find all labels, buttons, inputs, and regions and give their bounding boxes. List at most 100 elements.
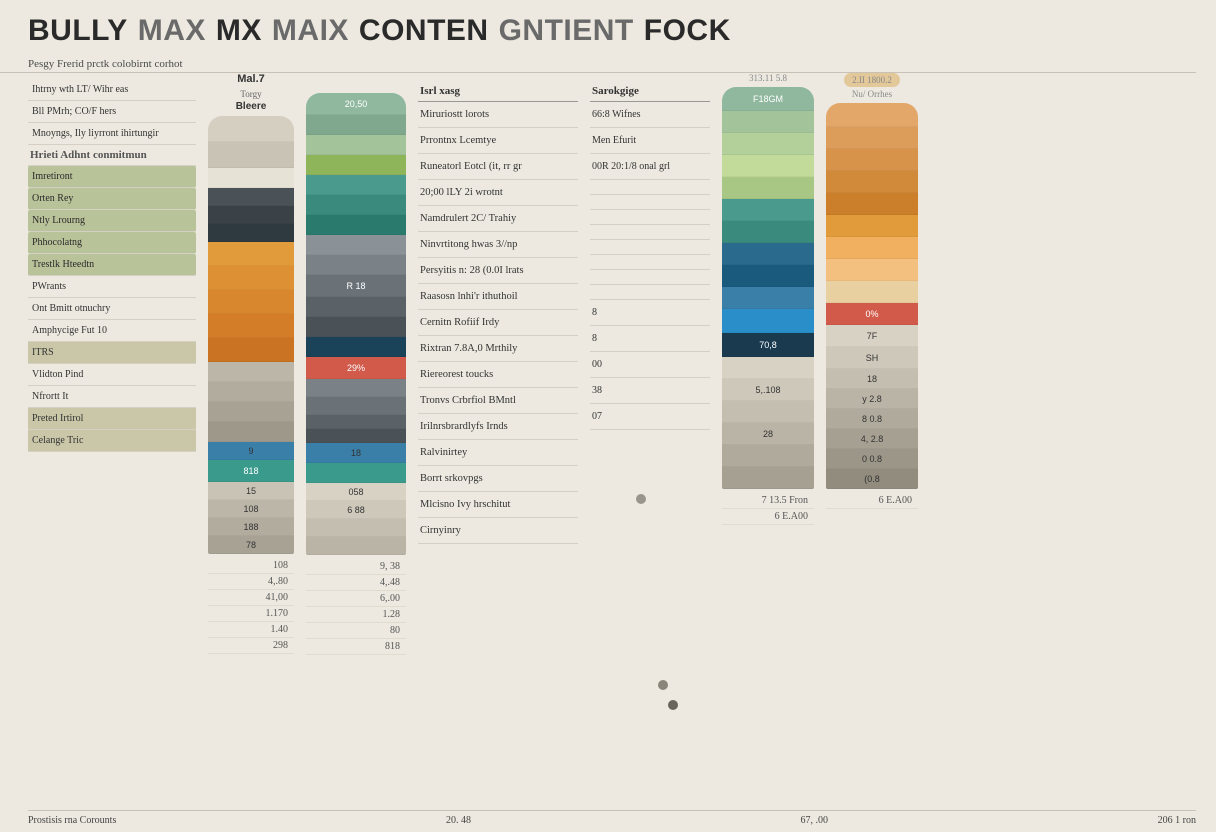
cell: 8 <box>592 333 597 344</box>
bar-segment <box>826 237 918 259</box>
left-row: PWrants <box>28 276 196 298</box>
bar-segment <box>306 397 406 415</box>
bar-segment <box>208 382 294 402</box>
bar4-badge: 2.II 1800.2 <box>844 73 900 87</box>
left-row: Phhocolatng <box>28 232 196 254</box>
mid-list: Isrl xasgMiruriostt lorotsPrrontnx Lcemt… <box>418 73 578 813</box>
midlist-row: Raasosn lnhi'r ithuthoil <box>418 284 578 310</box>
left-row: Vlidton Pind <box>28 364 196 386</box>
legend-dot <box>658 680 668 690</box>
bar-segment <box>722 401 814 423</box>
bar-segment <box>208 116 294 142</box>
bar-segment <box>722 111 814 133</box>
bar3-numbers: 7 13.5 Fron6 E.A00 <box>722 489 814 525</box>
bar-segment <box>208 422 294 442</box>
left-row: Hrieti Adhnt conmitmun <box>28 145 196 166</box>
cell: Men Efurit <box>592 135 636 146</box>
midlist-row: Riereorest toucks <box>418 362 578 388</box>
bar-segment: 108 <box>208 500 294 518</box>
cell: 07 <box>592 411 602 422</box>
bar-segment <box>306 175 406 195</box>
bar-segment <box>208 338 294 362</box>
bar-segment: 188 <box>208 518 294 536</box>
num-cell: 9, 38 <box>306 559 406 575</box>
rightcol-row: 00R 20:1/8 onal grl <box>590 154 710 180</box>
bar-segment <box>722 155 814 177</box>
bar-segment <box>208 314 294 338</box>
num-cell: 1.170 <box>208 606 294 622</box>
midlist-row: Irilnrsbrardlyfs Irnds <box>418 414 578 440</box>
left-row: Trestlk Hteedtn <box>28 254 196 276</box>
num-cell: 1.40 <box>208 622 294 638</box>
bar-segment: y 2.8 <box>826 389 918 409</box>
cell: 00R 20:1/8 onal grl <box>592 161 670 172</box>
midlist-row: Prrontnx Lcemtye <box>418 128 578 154</box>
num-cell: 80 <box>306 623 406 639</box>
rightcol-row <box>590 240 710 255</box>
midlist-row: Miruriostt lorots <box>418 102 578 128</box>
cell: 8 <box>592 307 597 318</box>
bar-segment <box>306 215 406 235</box>
bar-segment: 8 0.8 <box>826 409 918 429</box>
bar-segment <box>826 281 918 303</box>
bar-segment <box>722 177 814 199</box>
page-subtitle: Pesgy Frerid prctk colobirnt corhot <box>0 54 1196 73</box>
bar-segment <box>208 266 294 290</box>
midlist-row: Mlcisno Ivy hrschitut <box>418 492 578 518</box>
left-row: Ihtrny wth LT/ Wihr eas <box>28 79 196 101</box>
num-cell: 818 <box>306 639 406 655</box>
num-cell: 1.28 <box>306 607 406 623</box>
title-word: FOCK <box>644 14 731 47</box>
bar2: 20,50R 1829%180586 88 <box>306 93 406 555</box>
bar-segment: 78 <box>208 536 294 554</box>
title-word: MAX <box>138 14 206 47</box>
bar-segment: 0 0.8 <box>826 449 918 469</box>
bar-segment: 70,8 <box>722 333 814 357</box>
bar-segment <box>722 445 814 467</box>
bar-segment <box>306 255 406 275</box>
bar-segment <box>208 362 294 382</box>
bar-segment <box>826 171 918 193</box>
bar-segment <box>306 115 406 135</box>
page-title: BULLY MAX MX MAIX CONTEN GNTIENT FOCK <box>0 0 1216 54</box>
bar3-toplabel: 313.11 5.8 <box>749 73 787 83</box>
bar-segment <box>826 149 918 171</box>
bar-segment <box>722 221 814 243</box>
num-cell: 7 13.5 Fron <box>722 493 814 509</box>
title-word: BULLY <box>28 14 128 47</box>
title-word: MX <box>216 14 262 47</box>
bar-segment <box>722 265 814 287</box>
footer-right: 206 1 ron <box>1158 815 1196 826</box>
bar-segment: 18 <box>306 443 406 463</box>
bar-segment: F18GM <box>722 87 814 111</box>
midlist-header: Isrl xasg <box>418 81 578 102</box>
midlist-row: Borrt srkovpgs <box>418 466 578 492</box>
dot-icon <box>668 700 678 710</box>
title-word: GNTIENT <box>499 14 634 47</box>
num-cell: 4,.80 <box>208 574 294 590</box>
bar-segment: R 18 <box>306 275 406 297</box>
midlist-row: Cernitn Rofiif Irdy <box>418 310 578 336</box>
bar-segment <box>208 206 294 224</box>
title-word: MAIX <box>272 14 349 47</box>
rightcol-row <box>590 195 710 210</box>
midlist-row: Tronvs Crbrfiol BMntl <box>418 388 578 414</box>
midlist-row: Ninvrtitong hwas 3//np <box>418 232 578 258</box>
bar-segment: 5,.108 <box>722 379 814 401</box>
bar4: 0%7FSH18y 2.88 0.84, 2.80 0.8(0.8 <box>826 103 918 489</box>
title-word: CONTEN <box>359 14 489 47</box>
bar-segment <box>722 309 814 333</box>
bar4-toplabel: Nu/ Orrhes <box>852 89 892 99</box>
midlist-row: Runeatorl Eotcl (it, rr gr <box>418 154 578 180</box>
bar-segment <box>306 195 406 215</box>
bar-segment <box>306 317 406 337</box>
bar3: F18GM70,85,.10828 <box>722 87 814 489</box>
left-row: Celange Tric <box>28 430 196 452</box>
legend-dot <box>668 700 678 710</box>
left-row: ITRS <box>28 342 196 364</box>
rightcol-header: Sarokgige <box>590 81 710 102</box>
bar-segment: 15 <box>208 482 294 500</box>
rightcol-row: 8 <box>590 300 710 326</box>
left-row: Bll PMrh; CO/F hers <box>28 101 196 123</box>
rightcol-row <box>590 270 710 285</box>
